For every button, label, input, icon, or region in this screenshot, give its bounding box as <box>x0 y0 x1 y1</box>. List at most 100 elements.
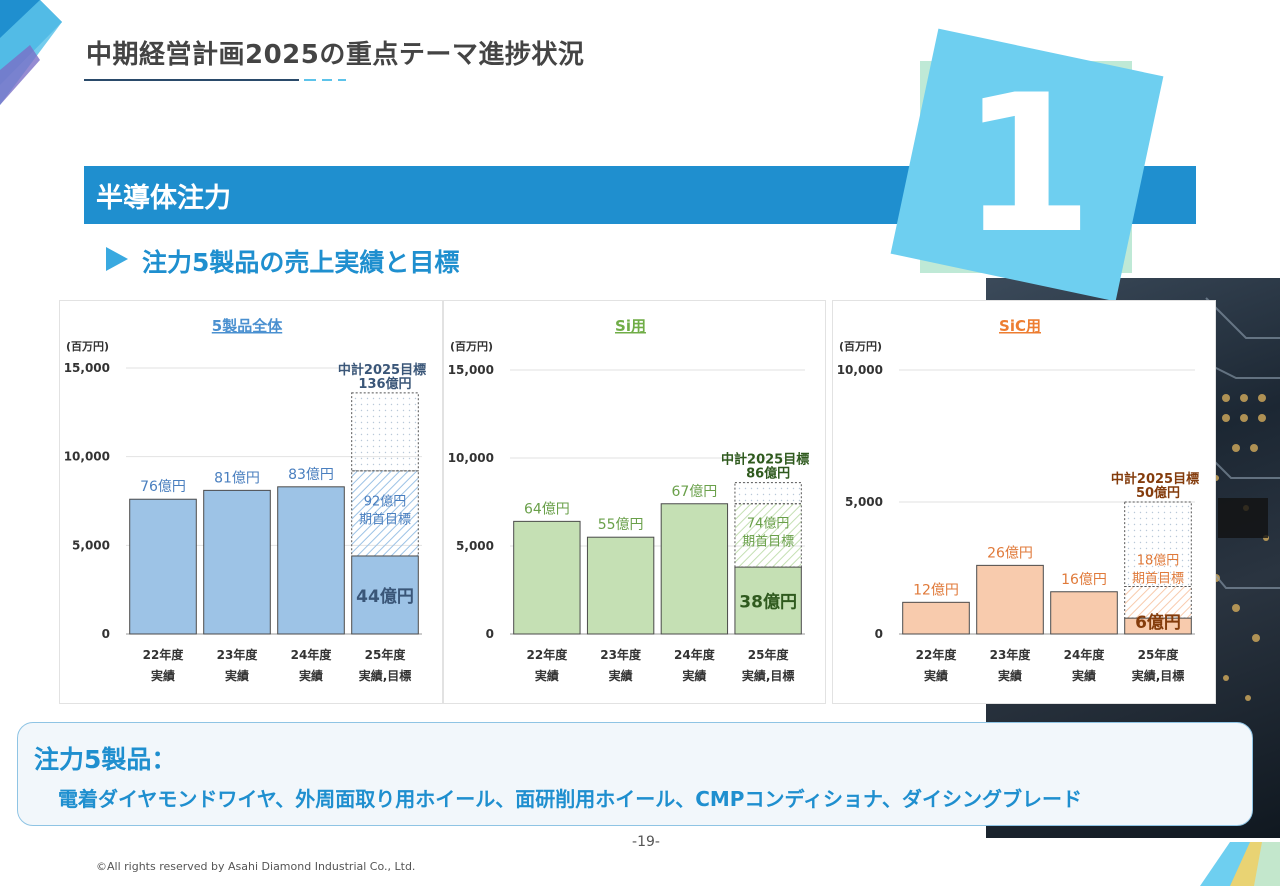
plan-target-value: 136億円 <box>358 376 411 392</box>
plan-target-value: 86億円 <box>746 466 790 482</box>
y-tick-label: 0 <box>102 627 110 641</box>
y-tick-label: 10,000 <box>64 450 110 464</box>
initial-target-caption: 期首目標 <box>1132 571 1184 586</box>
y-tick-label: 15,000 <box>448 363 494 377</box>
bar <box>902 601 970 635</box>
data-label: 26億円 <box>987 545 1033 561</box>
plan-target-label: 中計2025目標 <box>721 452 809 468</box>
data-label: 64億円 <box>524 501 570 517</box>
theme-number: 1 <box>960 53 1094 275</box>
bar <box>660 503 729 635</box>
chart-panel-si: Si用 (百万円) 0 5,000 10,000 15,000 64億円 22年度実績 55億円… <box>443 300 826 704</box>
y-tick-label: 10,000 <box>448 451 494 465</box>
x-tick-sublabel: 実績,目標 <box>742 668 795 683</box>
x-tick-sublabel: 実績,目標 <box>359 668 412 683</box>
x-tick-label: 22年度 <box>527 647 569 662</box>
chart-panel-all-products: 5製品全体 (百万円) 0 5,000 10,000 15,000 76億円 22年度実績 81… <box>59 300 443 704</box>
data-label: 55億円 <box>598 517 644 533</box>
y-unit-label: (百万円) <box>450 340 493 353</box>
plan-target-bar <box>734 482 802 505</box>
y-tick-label: 10,000 <box>837 363 883 377</box>
initial-target-label: 92億円 <box>364 493 407 509</box>
initial-target-bar <box>1124 585 1192 619</box>
x-tick-sublabel: 実績 <box>682 668 706 683</box>
data-label: 81億円 <box>214 470 260 486</box>
y-tick-label: 0 <box>875 627 883 641</box>
x-tick-sublabel: 実績 <box>924 668 948 683</box>
data-label: 12億円 <box>913 582 959 598</box>
initial-target-caption: 期首目標 <box>359 512 411 527</box>
theme-number-badge: 1 <box>890 28 1164 302</box>
x-tick-label: 23年度 <box>990 647 1032 662</box>
x-tick-sublabel: 実績 <box>299 668 323 683</box>
initial-target-bar <box>351 470 419 557</box>
data-label: 76億円 <box>140 479 186 495</box>
chart-title: Si用 <box>615 317 646 335</box>
x-tick-label: 24年度 <box>674 647 716 662</box>
chart-panel-sic: SiC用 (百万円) 0 5,000 10,000 12億円 22年度実績 26億円 23年度実… <box>832 300 1216 704</box>
y-tick-label: 0 <box>486 627 494 641</box>
x-tick-label: 23年度 <box>217 647 259 662</box>
corner-decoration <box>1200 842 1280 886</box>
focus-products-note <box>17 722 1253 826</box>
y-unit-label: (百万円) <box>66 340 109 353</box>
x-tick-sublabel: 実績 <box>225 668 249 683</box>
y-unit-label: (百万円) <box>839 340 882 353</box>
plan-target-label: 中計2025目標 <box>338 362 426 378</box>
bar <box>277 486 345 635</box>
page-number: -19- <box>632 834 660 850</box>
bar <box>1124 617 1192 635</box>
bar <box>129 498 197 635</box>
x-tick-sublabel: 実績 <box>535 668 559 683</box>
x-tick-sublabel: 実績 <box>609 668 633 683</box>
x-tick-label: 25年度 <box>1138 647 1180 662</box>
section-title: 半導体注力 <box>96 183 231 214</box>
initial-target-label: 18億円 <box>1137 552 1180 568</box>
initial-target-caption: 期首目標 <box>742 534 794 549</box>
y-tick-label: 5,000 <box>845 495 883 509</box>
x-tick-label: 23年度 <box>600 647 642 662</box>
x-tick-label: 25年度 <box>748 647 790 662</box>
y-tick-label: 5,000 <box>72 538 110 552</box>
y-tick-label: 15,000 <box>64 361 110 375</box>
note-body: 電着ダイヤモンドワイヤ、外周面取り用ホイール、面研削用ホイール、CMPコンディシ… <box>58 787 1083 811</box>
copyright: ©All rights reserved by Asahi Diamond In… <box>96 860 416 873</box>
x-tick-sublabel: 実績 <box>151 668 175 683</box>
data-label: 16億円 <box>1061 572 1107 588</box>
chart-title: SiC用 <box>999 317 1041 335</box>
bar <box>1050 591 1118 635</box>
x-tick-label: 25年度 <box>365 647 407 662</box>
initial-target-label: 74億円 <box>747 515 790 531</box>
plan-target-bar <box>1124 501 1192 587</box>
title-underline <box>84 79 346 81</box>
play-arrow-icon <box>106 247 128 271</box>
plan-target-label: 中計2025目標 <box>1111 471 1199 487</box>
page-title: 中期経営計画2025の重点テーマ進捗状況 <box>86 40 585 70</box>
x-tick-sublabel: 実績 <box>1072 668 1096 683</box>
x-tick-label: 24年度 <box>291 647 333 662</box>
chart-title: 5製品全体 <box>212 317 283 335</box>
note-title: 注力5製品： <box>34 745 177 774</box>
subsection-title: 注力5製品の売上実績と目標 <box>142 248 460 277</box>
y-tick-label: 5,000 <box>456 539 494 553</box>
plan-target-value: 50億円 <box>1136 485 1180 501</box>
x-tick-sublabel: 実績 <box>998 668 1022 683</box>
bar <box>513 520 581 635</box>
data-label: 6億円 <box>1135 612 1181 633</box>
bar <box>976 564 1044 635</box>
bar <box>351 555 419 635</box>
data-label: 44億円 <box>356 586 414 607</box>
x-tick-label: 22年度 <box>143 647 185 662</box>
corner-logo-graphic <box>0 0 62 105</box>
bar <box>734 566 802 635</box>
bar <box>586 536 655 635</box>
bar <box>203 489 271 635</box>
x-tick-label: 22年度 <box>916 647 958 662</box>
data-label: 67億円 <box>671 484 717 500</box>
x-tick-sublabel: 実績,目標 <box>1132 668 1185 683</box>
initial-target-bar <box>734 503 802 568</box>
data-label: 83億円 <box>288 467 334 483</box>
data-label: 38億円 <box>739 592 797 613</box>
